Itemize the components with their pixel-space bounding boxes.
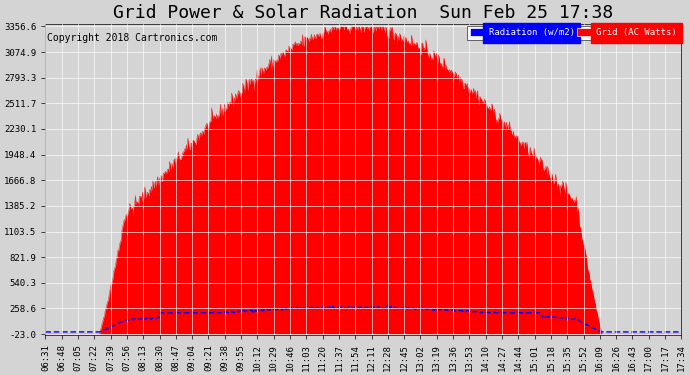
Legend: Radiation (w/m2), Grid (AC Watts): Radiation (w/m2), Grid (AC Watts) bbox=[467, 26, 680, 40]
Title: Grid Power & Solar Radiation  Sun Feb 25 17:38: Grid Power & Solar Radiation Sun Feb 25 … bbox=[113, 4, 613, 22]
Text: Copyright 2018 Cartronics.com: Copyright 2018 Cartronics.com bbox=[47, 33, 217, 43]
